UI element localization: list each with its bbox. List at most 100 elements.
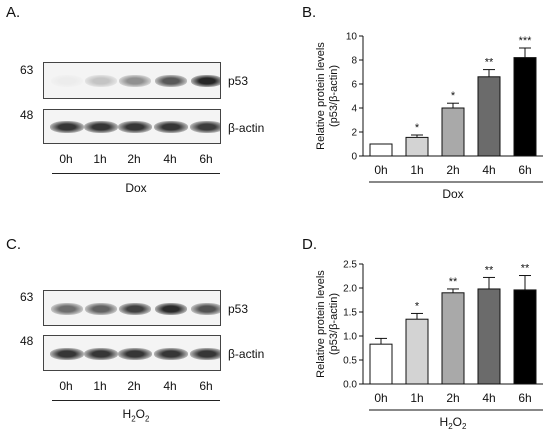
panel-d-x-tick-label-1h: 1h bbox=[410, 391, 423, 405]
panel-a-mw-48: 48 bbox=[20, 108, 34, 122]
panel-b-chart: 0 2 4 6 8 10 Relative protein levels (p53/β-act… bbox=[315, 32, 543, 201]
blotA1-band-4 bbox=[155, 75, 187, 87]
panel-a-letter: A. bbox=[6, 4, 21, 21]
panel-b-significance-4h: ** bbox=[485, 57, 494, 69]
blotA1-band-3 bbox=[119, 75, 151, 87]
panel-b-y-tick-label: 4 bbox=[351, 104, 357, 115]
panel-d-significance-1h: * bbox=[415, 300, 420, 312]
panel-a-mw-63: 63 bbox=[20, 63, 34, 77]
panel-a-lane-label-4h: 4h bbox=[163, 152, 177, 166]
panel-b-significance-6h: *** bbox=[519, 35, 533, 47]
blotC2-band-1 bbox=[50, 348, 84, 360]
panel-b-x-tick-label-6h: 6h bbox=[518, 163, 531, 177]
panel-b-y-tick-label: 2 bbox=[351, 128, 357, 139]
panel-d-y-tick-label: 0.0 bbox=[343, 380, 357, 391]
panel-d-significance-6h: ** bbox=[521, 263, 530, 275]
panel-a-actin-label: β-actin bbox=[228, 121, 265, 135]
panel-d-bar-1h bbox=[405, 318, 429, 385]
blotC1-band-2 bbox=[85, 303, 117, 315]
blotC2-band-3 bbox=[118, 348, 152, 360]
panel-b-x-tick-label-4h: 4h bbox=[482, 163, 495, 177]
panel-d-y-tick-label: 2.5 bbox=[343, 260, 357, 271]
panel-c-treatment-label: H2O2 bbox=[96, 407, 176, 423]
panel-b-bar-2h bbox=[441, 107, 465, 157]
panel-d-x-tick-label-4h: 4h bbox=[482, 391, 495, 405]
panel-b-bar-1h bbox=[405, 136, 429, 157]
panel-c-lane-label-6h: 6h bbox=[199, 379, 213, 393]
panel-a-lane-label-1h: 1h bbox=[93, 152, 107, 166]
panel-d-ylabel-line1: Relative protein levels bbox=[315, 270, 327, 378]
blotA1-band-1 bbox=[51, 75, 83, 87]
blotA2-band-3 bbox=[118, 121, 152, 133]
panel-b-bar-6h bbox=[513, 57, 537, 157]
panel-d-xlabel: H2O2 bbox=[440, 415, 467, 431]
panel-d-xlabel-part: 2 bbox=[462, 422, 467, 431]
panel-c-letter: C. bbox=[6, 236, 21, 253]
blotA2-band-1 bbox=[50, 121, 84, 133]
panel-d-bar-4h bbox=[477, 288, 501, 385]
panel-b-x-tick-label-1h: 1h bbox=[410, 163, 423, 177]
panel-b-letter: B. bbox=[302, 4, 317, 21]
blotC1-band-1 bbox=[51, 303, 83, 315]
panel-d-bar-0h bbox=[369, 343, 393, 385]
blotC1-band-4 bbox=[155, 303, 187, 315]
panel-c-actin-label: β-actin bbox=[228, 347, 265, 361]
panel-b-y-tick-label: 0 bbox=[351, 152, 357, 163]
panel-b-significance-2h: * bbox=[451, 90, 456, 102]
panel-d-y-tick-label: 0.5 bbox=[343, 356, 357, 367]
blotC1-band-5 bbox=[191, 303, 220, 315]
panel-a-p53-blot bbox=[43, 62, 221, 99]
panel-d-y-tick-label: 1.5 bbox=[343, 308, 357, 319]
panel-c-treatment-o: O bbox=[135, 407, 145, 421]
panel-c-p53-label: p53 bbox=[228, 302, 249, 316]
panel-c-mw-63: 63 bbox=[20, 290, 34, 304]
panel-c-actin-blot bbox=[43, 335, 221, 371]
panel-d-ylabel-line2: (p53/β-actin) bbox=[328, 293, 340, 355]
panel-d-xlabel-part: O bbox=[453, 415, 462, 429]
panel-b-y-tick-label: 8 bbox=[351, 56, 357, 67]
blotC2-band-4 bbox=[154, 348, 188, 360]
panel-c-mw-48: 48 bbox=[20, 334, 34, 348]
panel-d-xlabel-part: 2 bbox=[448, 422, 453, 431]
panel-b-significance-1h: * bbox=[415, 122, 420, 134]
panel-a-actin-blot bbox=[43, 109, 221, 144]
blotC2-band-2 bbox=[84, 348, 118, 360]
panel-b-x-tick-label-0h: 0h bbox=[374, 163, 387, 177]
panel-d-letter: D. bbox=[302, 236, 317, 253]
panel-b-x-tick-label-2h: 2h bbox=[446, 163, 459, 177]
blotA2-band-5 bbox=[190, 121, 220, 133]
panel-b-bar-4h bbox=[477, 76, 501, 157]
panel-c-p53-blot bbox=[43, 290, 221, 326]
panel-c-treatment-sub2: 2 bbox=[145, 414, 150, 424]
panel-b-xlabel: Dox bbox=[442, 187, 463, 201]
panel-c-lane-label-4h: 4h bbox=[163, 379, 177, 393]
panel-d-bar-2h bbox=[441, 292, 465, 385]
panel-c-treatment-line bbox=[52, 400, 220, 401]
blotA2-band-4 bbox=[154, 121, 188, 133]
panel-b-y-tick-label: 10 bbox=[346, 32, 358, 43]
blotA1-band-5 bbox=[191, 75, 220, 87]
panel-d-significance-2h: ** bbox=[449, 276, 458, 288]
panel-c-treatment-sub1: 2 bbox=[131, 414, 136, 424]
panel-c-lane-label-0h: 0h bbox=[59, 379, 73, 393]
panel-d-y-tick-label: 1.0 bbox=[343, 332, 357, 343]
panel-d-x-tick-label-6h: 6h bbox=[518, 391, 531, 405]
panel-d-y-tick-label: 2.0 bbox=[343, 284, 357, 295]
panel-b-ylabel-line2: (p53/β-actin) bbox=[328, 65, 340, 127]
blotA1-band-2 bbox=[85, 75, 117, 87]
panel-d-x-tick-label-0h: 0h bbox=[374, 391, 387, 405]
panel-d-bar-6h bbox=[513, 289, 537, 385]
panel-d-x-tick-label-2h: 2h bbox=[446, 391, 459, 405]
panel-b-ylabel-line1: Relative protein levels bbox=[315, 42, 327, 150]
panel-a-treatment-line bbox=[52, 173, 220, 174]
blotA2-band-2 bbox=[84, 121, 118, 133]
blotC1-band-3 bbox=[119, 303, 151, 315]
panel-d-chart: 0.0 0.5 1.0 1.5 2.0 2.5 Relative protein level… bbox=[315, 260, 543, 431]
panel-b-y-tick-label: 6 bbox=[351, 80, 357, 91]
panel-c-lane-label-1h: 1h bbox=[93, 379, 107, 393]
panel-a-lane-label-6h: 6h bbox=[199, 152, 213, 166]
panel-a-treatment-label: Dox bbox=[125, 181, 147, 195]
blotC2-band-5 bbox=[190, 348, 220, 360]
panel-d-significance-4h: ** bbox=[485, 264, 494, 276]
panel-c-treatment-h: H bbox=[122, 407, 132, 421]
